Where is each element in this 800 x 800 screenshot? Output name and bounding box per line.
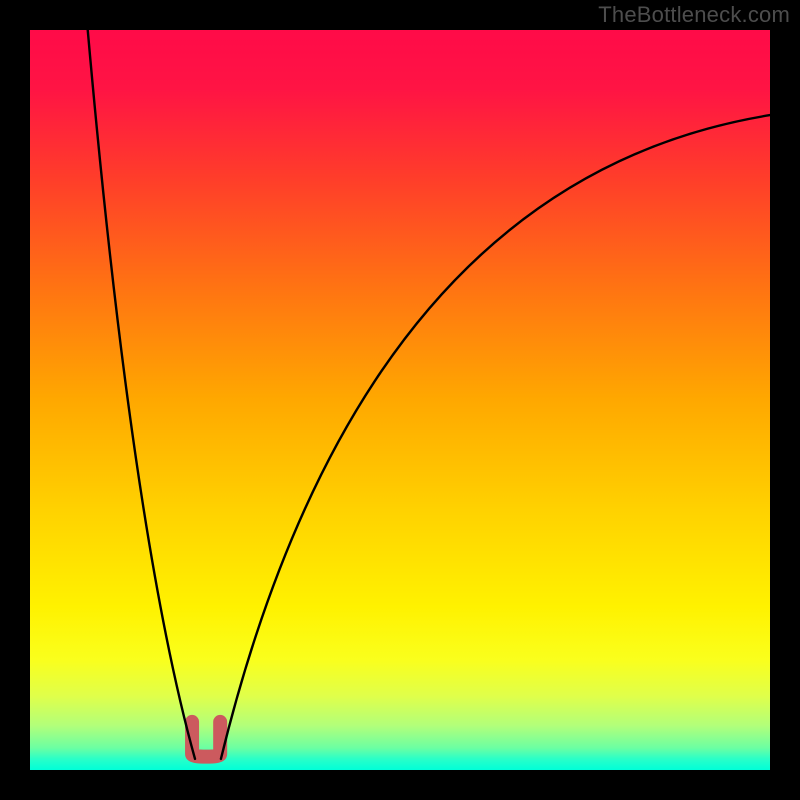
bottleneck-plot [0,0,800,800]
plot-background [30,30,770,770]
watermark-label: TheBottleneck.com [598,2,790,28]
chart-stage: TheBottleneck.com [0,0,800,800]
